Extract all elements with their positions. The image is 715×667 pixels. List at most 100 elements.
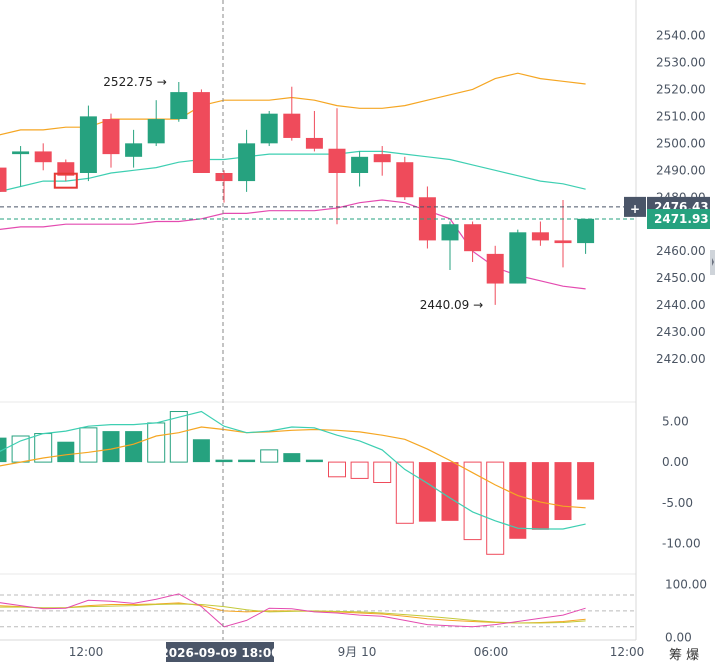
candle-body <box>509 232 527 284</box>
candle[interactable] <box>373 146 391 176</box>
x-tick-label: 12:00 <box>69 645 104 659</box>
macd-bar[interactable] <box>125 431 143 463</box>
kdj-y-tick: 100.00 <box>665 577 707 591</box>
macd-bar[interactable] <box>373 461 392 483</box>
candle[interactable] <box>238 129 256 192</box>
macd-bar[interactable] <box>57 441 75 463</box>
price-y-tick: 2450.00 <box>656 271 706 285</box>
candle-body <box>577 218 595 244</box>
candle[interactable] <box>12 146 30 187</box>
macd-bar[interactable] <box>79 427 98 463</box>
macd-bar[interactable] <box>350 461 369 479</box>
price-y-tick: 2430.00 <box>656 325 706 339</box>
add-alert-button[interactable] <box>624 196 646 217</box>
candle-body <box>192 92 210 173</box>
macd-bar[interactable] <box>328 461 346 478</box>
macd-bar[interactable] <box>102 431 120 463</box>
candle-body <box>238 143 256 182</box>
macd-bar[interactable] <box>531 462 549 530</box>
candle[interactable] <box>0 160 7 195</box>
candle-body <box>12 151 30 155</box>
candle[interactable] <box>351 151 369 187</box>
candle[interactable] <box>102 113 120 168</box>
candle-body <box>554 240 572 244</box>
crosshair-time-box <box>166 642 274 662</box>
candle[interactable] <box>441 221 459 271</box>
candle[interactable] <box>577 218 595 254</box>
selection-marker[interactable] <box>53 172 78 189</box>
price-y-tick: 2500.00 <box>656 136 706 150</box>
candle[interactable] <box>464 221 482 262</box>
crosshair-time-label: 2026-09-09 18:00 <box>160 646 279 660</box>
candle-body <box>79 116 97 173</box>
candle-body <box>102 119 120 155</box>
candle-body <box>531 232 549 241</box>
candle[interactable] <box>170 81 188 122</box>
candle[interactable] <box>147 100 165 147</box>
candle-body <box>0 167 7 192</box>
candle[interactable] <box>215 170 233 203</box>
candle[interactable] <box>554 199 572 268</box>
candle-body <box>441 224 459 241</box>
kdj-pane[interactable] <box>0 593 636 628</box>
candle[interactable] <box>192 89 210 173</box>
price-y-tick: 2420.00 <box>656 352 706 366</box>
macd-bar[interactable] <box>486 461 505 555</box>
candle-body <box>328 148 346 173</box>
candle[interactable] <box>531 221 549 246</box>
macd-bar[interactable] <box>238 459 256 463</box>
candle-body <box>147 119 165 144</box>
macd-bar[interactable] <box>577 462 595 500</box>
candle[interactable] <box>509 229 527 284</box>
kdj-j-line <box>0 593 586 628</box>
macd-bar[interactable] <box>283 453 301 463</box>
macd-y-tick: -10.00 <box>662 537 701 551</box>
price-y-tick: 2540.00 <box>656 28 706 42</box>
macd-bar[interactable] <box>463 461 482 541</box>
price-y-tick: 2510.00 <box>656 109 706 123</box>
macd-pane[interactable] <box>0 410 595 555</box>
candle[interactable] <box>283 86 301 141</box>
candle-body <box>486 253 504 284</box>
price-tag[interactable] <box>647 209 710 230</box>
kdj-y-tick: 0.00 <box>665 630 692 644</box>
macd-bar[interactable] <box>215 459 233 463</box>
candle[interactable] <box>125 129 143 168</box>
plus-icon[interactable]: + <box>630 202 640 216</box>
macd-bar[interactable] <box>305 459 323 463</box>
candle-body <box>464 224 482 252</box>
x-tick-label: 06:00 <box>474 645 509 659</box>
candle[interactable] <box>57 159 75 182</box>
low-annotation: 2440.09 → <box>420 298 484 312</box>
candle[interactable] <box>79 105 97 182</box>
price-y-tick: 2490.00 <box>656 163 706 177</box>
candle[interactable] <box>260 110 278 147</box>
chevron-right-icon[interactable] <box>712 258 714 266</box>
candle-body <box>351 156 369 173</box>
bottom-right-label[interactable]: 筹 爆 <box>669 647 699 663</box>
candle[interactable] <box>396 156 414 200</box>
candle-body <box>260 113 278 144</box>
candle-body <box>125 143 143 157</box>
price-pane[interactable] <box>0 72 595 305</box>
candle[interactable] <box>34 143 52 171</box>
macd-bar[interactable] <box>169 411 188 463</box>
macd-bar[interactable] <box>418 462 436 522</box>
candle[interactable] <box>486 245 504 305</box>
high-annotation: 2522.75 → <box>103 75 167 89</box>
candle-body <box>396 162 414 198</box>
macd-bar[interactable] <box>192 439 210 463</box>
macd-dea-line <box>0 410 586 530</box>
x-tick-label: 12:00 <box>610 645 645 659</box>
candle[interactable] <box>328 108 346 225</box>
candle-body <box>373 154 391 163</box>
macd-y-tick: 5.00 <box>662 414 689 428</box>
macd-y-tick: -5.00 <box>662 496 693 510</box>
macd-bar[interactable] <box>509 462 527 539</box>
macd-bar[interactable] <box>441 462 459 521</box>
macd-bar[interactable] <box>260 449 279 463</box>
macd-bar[interactable] <box>395 461 414 524</box>
candle[interactable] <box>305 110 323 152</box>
